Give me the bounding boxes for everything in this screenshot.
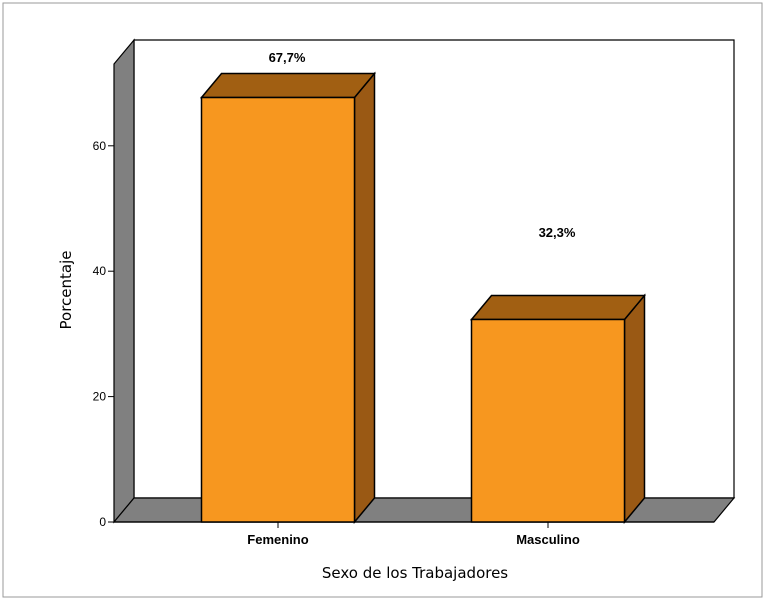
y-tick-label: 60: [93, 139, 107, 153]
x-axis-title: Sexo de los Trabajadores: [322, 564, 508, 582]
bar-side: [623, 293, 646, 525]
y-tick-label: 40: [93, 264, 107, 278]
y-tick-label: 20: [93, 390, 107, 404]
x-tick-label: Masculino: [516, 532, 580, 547]
bar-top: [469, 294, 647, 321]
left-wall: [113, 38, 135, 524]
bar-front: [200, 96, 356, 523]
bar-masculino: [469, 293, 647, 525]
bar-front: [470, 318, 626, 523]
data-label: 67,7%: [269, 50, 306, 65]
data-label: 32,3%: [539, 225, 576, 240]
y-tick-label: 0: [99, 515, 106, 529]
bar-top: [199, 72, 377, 99]
y-axis-title: Porcentaje: [57, 251, 75, 330]
bar-side: [353, 71, 376, 525]
bar-femenino: [199, 71, 377, 525]
x-tick-label: Femenino: [247, 532, 308, 547]
